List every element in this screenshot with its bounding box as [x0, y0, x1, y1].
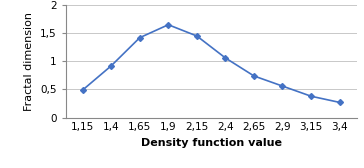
Y-axis label: Fractal dimension: Fractal dimension: [24, 12, 34, 111]
X-axis label: Density function value: Density function value: [141, 138, 282, 148]
